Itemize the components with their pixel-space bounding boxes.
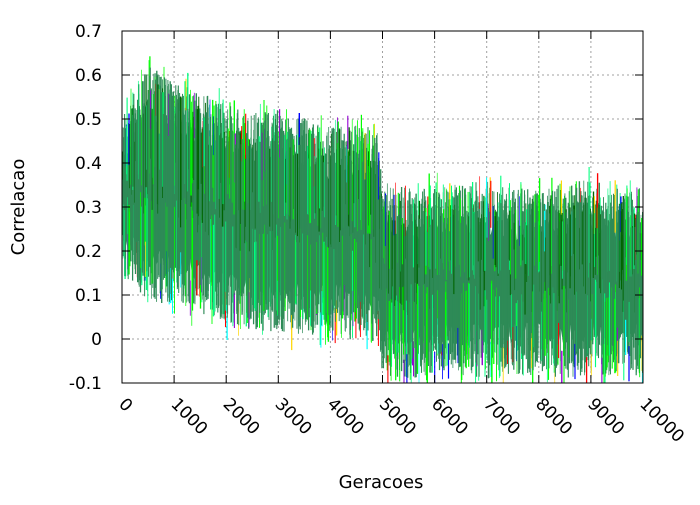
x-tick-label: 4000 — [323, 394, 368, 439]
y-tick-label: 0.3 — [75, 198, 102, 218]
x-tick-label: 2000 — [219, 394, 264, 439]
y-tick-label: 0.7 — [75, 22, 102, 42]
x-tick-label: 0 — [114, 394, 136, 416]
x-tick-label: 8000 — [531, 394, 576, 439]
x-tick-label: 9000 — [583, 394, 628, 439]
y-tick-label: 0.1 — [75, 286, 102, 306]
x-tick-label: 3000 — [271, 394, 316, 439]
y-tick-label: 0.6 — [75, 66, 102, 86]
x-tick-label: 5000 — [375, 394, 420, 439]
y-axis-title: Correlacao — [8, 159, 29, 256]
y-tick-label: 0.4 — [75, 154, 102, 174]
x-tick-label: 7000 — [479, 394, 524, 439]
y-tick-label: 0 — [91, 330, 102, 350]
y-tick-label: 0.5 — [75, 110, 102, 130]
x-tick-label: 1000 — [167, 394, 212, 439]
y-tick-label: 0.2 — [75, 242, 102, 262]
x-axis-title: Geracoes — [339, 472, 424, 493]
series-band-group — [122, 56, 643, 383]
x-tick-label: 10000 — [635, 394, 687, 446]
series-layer — [122, 56, 643, 383]
y-tick-label: -0.1 — [69, 374, 102, 394]
x-tick-label: 6000 — [427, 394, 472, 439]
